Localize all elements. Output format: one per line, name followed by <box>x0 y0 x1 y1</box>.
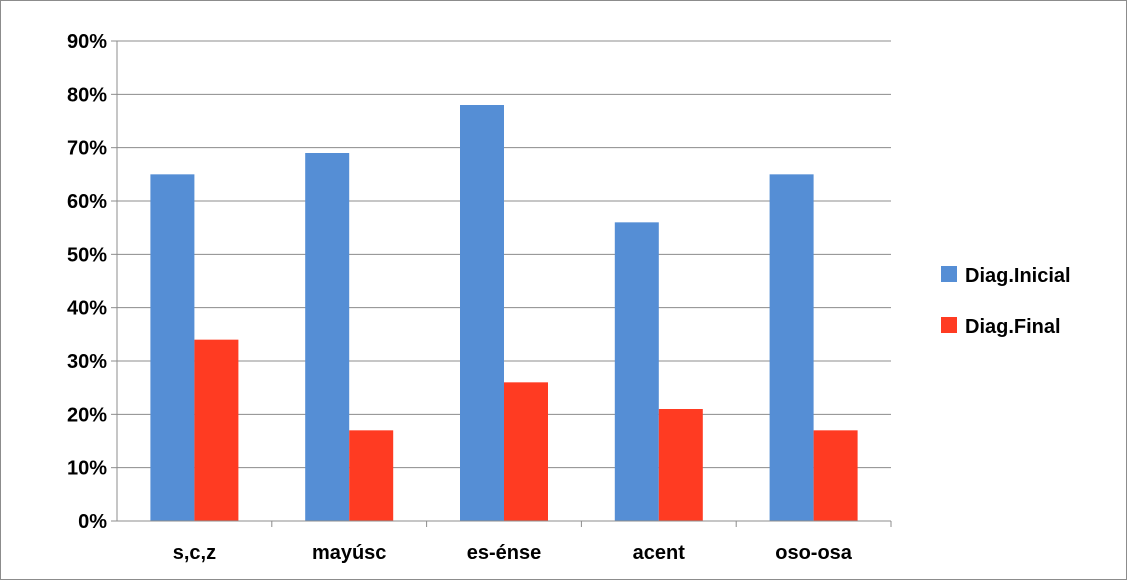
legend-label-initial: Diag.Inicial <box>965 265 1071 287</box>
x-tick-label: mayúsc <box>312 542 387 564</box>
y-tick-label: 60% <box>67 191 107 213</box>
y-tick-label: 50% <box>67 244 107 266</box>
y-tick-label: 40% <box>67 298 107 320</box>
bar-final <box>349 430 394 521</box>
legend-label-final: Diag.Final <box>965 316 1061 338</box>
y-tick-label: 0% <box>78 511 107 533</box>
bar-final <box>194 339 239 521</box>
legend-swatch-final <box>941 317 957 333</box>
y-tick-label: 20% <box>67 404 107 426</box>
bar-final <box>504 382 548 521</box>
bar-final <box>813 430 858 521</box>
y-tick-label: 70% <box>67 138 107 160</box>
bar-initial <box>769 174 814 522</box>
y-tick-label: 90% <box>67 31 107 53</box>
legend-item-initial: Diag.Inicial <box>941 265 1071 287</box>
legend: Diag.Inicial Diag.Final <box>941 265 1071 338</box>
x-tick-label: es-énse <box>467 542 542 564</box>
legend-item-final: Diag.Final <box>941 316 1061 338</box>
x-tick-label: s,c,z <box>173 542 216 564</box>
tick-labels: 0% 10% 20% 30% 40% 50% 60% 70% 80% 90% s,c,z mayúsc… <box>67 31 853 564</box>
y-tick-label: 80% <box>67 84 107 106</box>
legend-swatch-initial <box>941 266 957 282</box>
bar-initial <box>305 153 350 521</box>
bar-initial <box>460 105 504 521</box>
bar-initial <box>150 174 195 522</box>
bar-final <box>658 409 703 521</box>
bar-initial <box>614 222 659 522</box>
y-tick-label: 30% <box>67 351 107 373</box>
axes <box>111 40 892 527</box>
x-tick-label: oso-osa <box>775 542 853 564</box>
x-tick-label: acent <box>633 542 686 564</box>
bars <box>150 105 858 522</box>
y-tick-label: 10% <box>67 458 107 480</box>
